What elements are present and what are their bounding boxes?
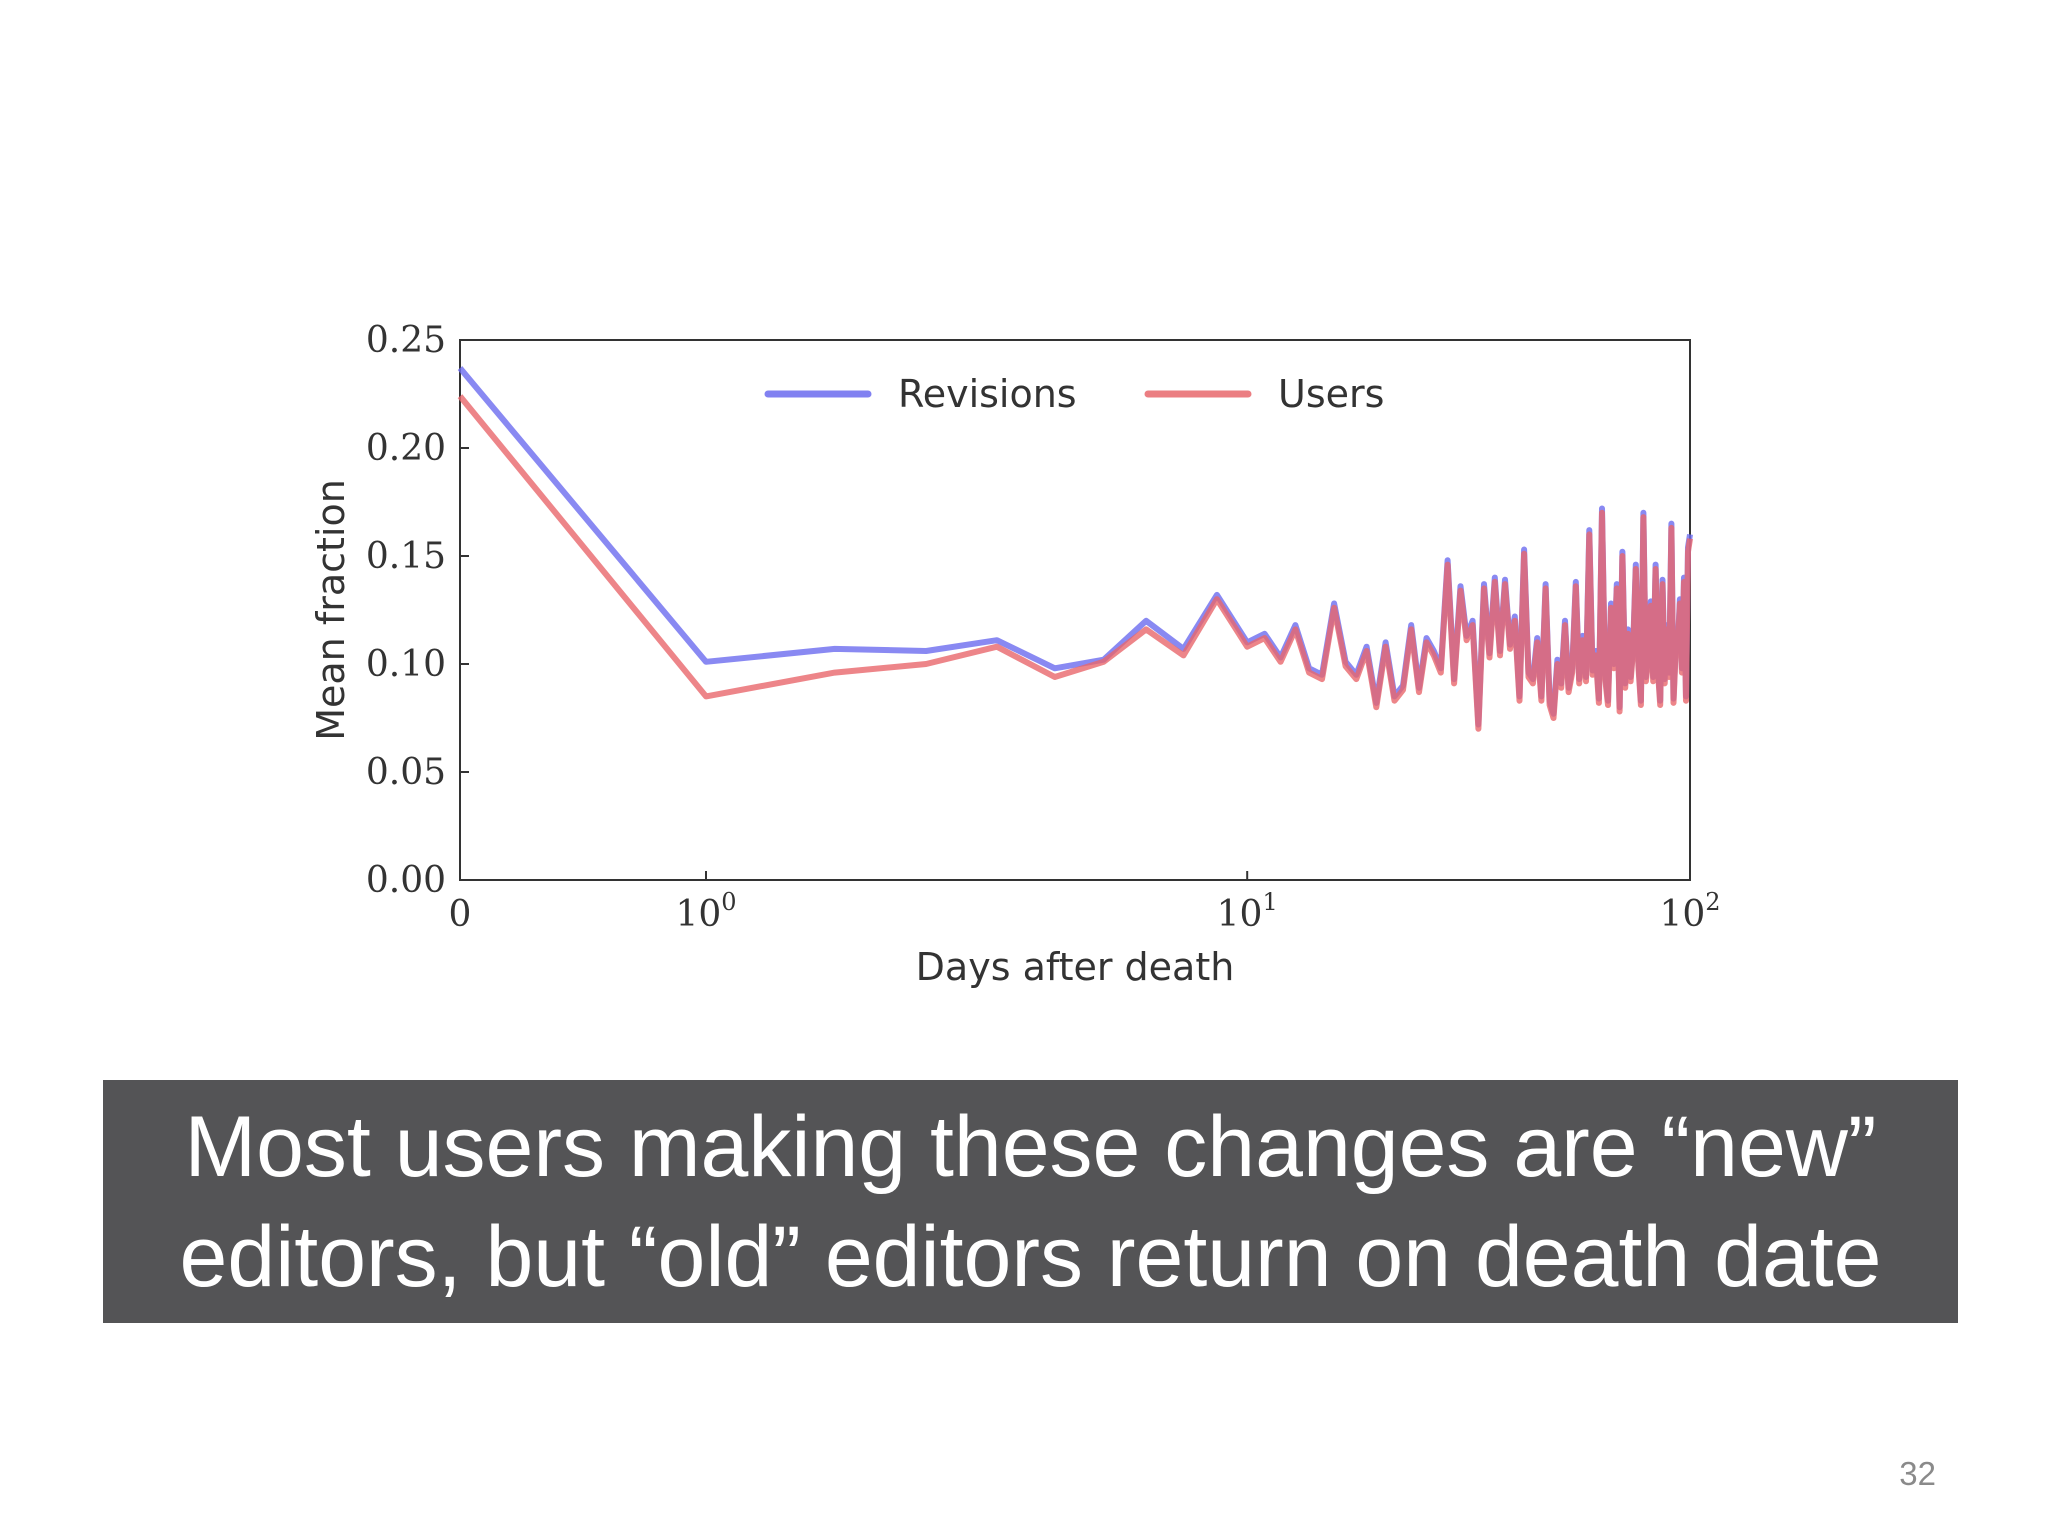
y-tick-label: 0.05 xyxy=(366,752,446,793)
legend-label-revisions: Revisions xyxy=(898,372,1077,416)
y-tick-label: 0.10 xyxy=(366,644,446,685)
page-number: 32 xyxy=(1899,1455,1936,1492)
x-tick-label: 102 xyxy=(1659,888,1720,935)
legend-label-users: Users xyxy=(1278,372,1384,416)
x-tick-label: 0 xyxy=(449,894,472,935)
caption-line-1: Most users making these changes are “new… xyxy=(184,1098,1877,1195)
caption-box: Most users making these changes are “new… xyxy=(103,1080,1958,1323)
y-axis-label: Mean fraction xyxy=(309,479,353,741)
x-tick-label: 101 xyxy=(1217,888,1278,935)
y-tick-label: 0.25 xyxy=(366,320,446,361)
chart-legend: Revisions Users xyxy=(764,372,1384,416)
line-chart: 0.00 0.05 0.10 0.15 0.20 0.25 0 100 101 102 Mean… xyxy=(309,320,1721,989)
y-tick-label: 0.00 xyxy=(366,860,446,901)
series-line-users xyxy=(457,394,1693,732)
y-tick-label: 0.20 xyxy=(366,428,446,469)
y-axis-ticks: 0.00 0.05 0.10 0.15 0.20 0.25 xyxy=(366,320,469,901)
x-axis-label: Days after death xyxy=(916,945,1235,989)
x-axis-ticks: 0 100 101 102 xyxy=(449,871,1721,935)
y-tick-label: 0.15 xyxy=(366,536,446,577)
x-tick-label: 100 xyxy=(675,888,736,935)
slide-caption: Most users making these changes are “new… xyxy=(180,1092,1882,1312)
series-layer xyxy=(457,366,1693,732)
caption-line-2: editors, but “old” editors return on dea… xyxy=(179,1208,1882,1305)
